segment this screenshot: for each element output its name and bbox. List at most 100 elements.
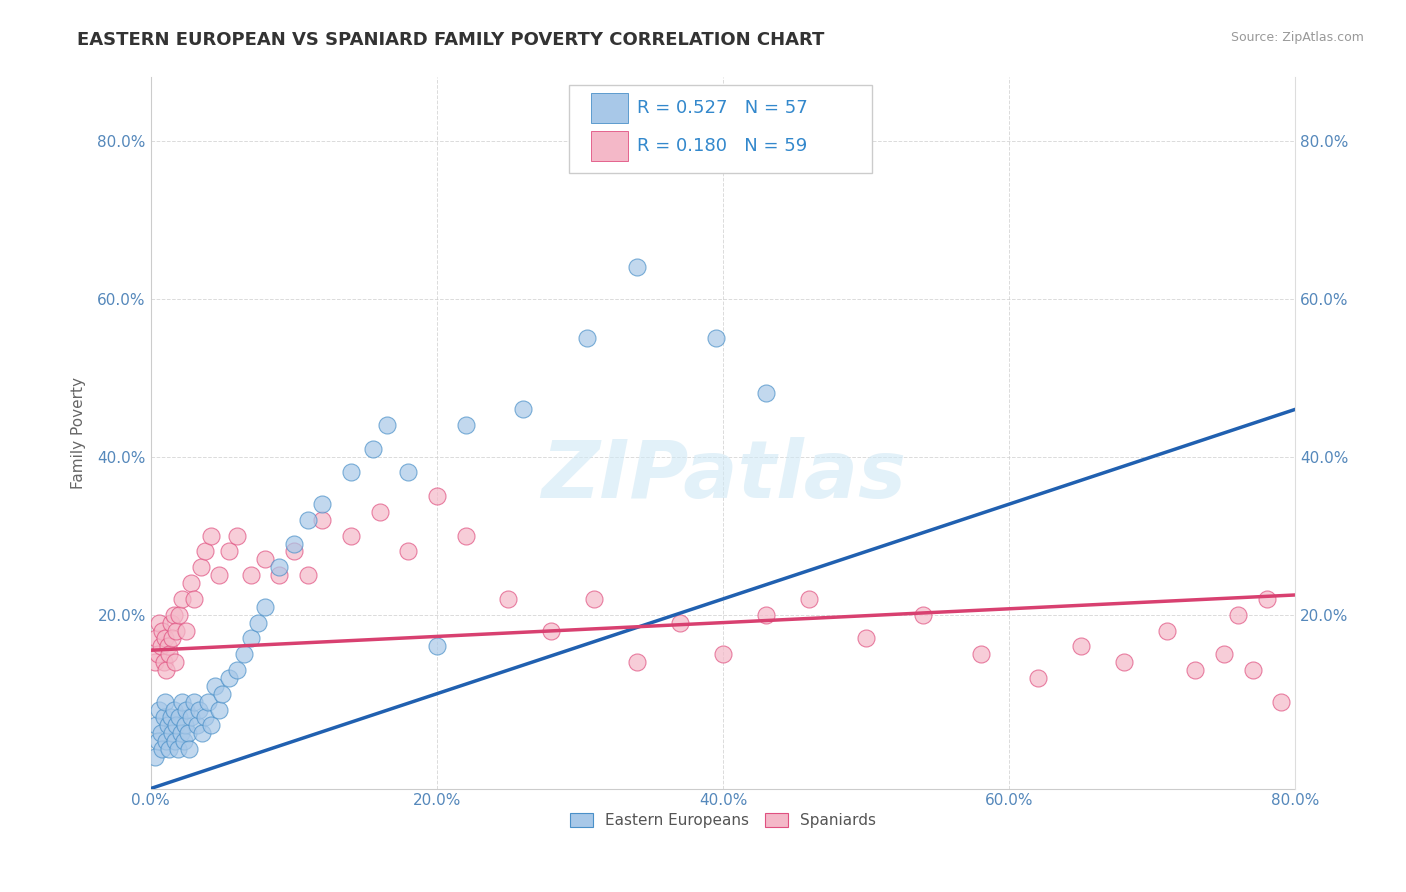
Point [174, 718, 197, 732]
FancyBboxPatch shape [592, 131, 628, 161]
Point [797, 591, 820, 606]
Point [626, 655, 648, 669]
Point [200, 718, 222, 732]
Point [969, 647, 991, 661]
Point [188, 702, 211, 716]
Point [152, 710, 174, 724]
Point [254, 599, 277, 614]
Point [166, 624, 188, 638]
Point [711, 647, 734, 661]
Point [169, 607, 191, 622]
Point [155, 663, 177, 677]
Y-axis label: Family Poverty: Family Poverty [72, 377, 86, 489]
Point [426, 489, 449, 503]
Point [145, 632, 167, 646]
Point [186, 718, 208, 732]
Point [269, 560, 291, 574]
Point [297, 513, 319, 527]
Point [150, 742, 173, 756]
Point [576, 331, 599, 345]
Point [254, 552, 277, 566]
Text: ZIPatlas: ZIPatlas [540, 437, 905, 515]
Point [197, 695, 219, 709]
Point [454, 529, 477, 543]
Point [180, 710, 202, 724]
Point [426, 640, 449, 654]
Point [194, 544, 217, 558]
Point [143, 655, 166, 669]
Point [283, 536, 305, 550]
Point [375, 418, 398, 433]
Point [755, 386, 778, 401]
Point [283, 544, 305, 558]
Point [160, 632, 183, 646]
Point [269, 568, 291, 582]
Point [1112, 655, 1135, 669]
Point [172, 695, 194, 709]
Point [1270, 695, 1292, 709]
Point [340, 466, 363, 480]
Point [150, 624, 173, 638]
Point [163, 655, 186, 669]
Point [163, 734, 186, 748]
Point [218, 544, 240, 558]
FancyBboxPatch shape [568, 85, 872, 173]
Point [162, 702, 184, 716]
Point [208, 568, 231, 582]
Point [340, 529, 363, 543]
Point [755, 607, 778, 622]
Point [200, 529, 222, 543]
Point [232, 647, 254, 661]
Point [1227, 607, 1250, 622]
Point [204, 679, 226, 693]
Point [149, 726, 172, 740]
Point [454, 418, 477, 433]
Point [146, 734, 169, 748]
Point [194, 710, 217, 724]
Point [191, 726, 214, 740]
Point [157, 742, 180, 756]
Point [148, 615, 170, 630]
Point [704, 331, 727, 345]
Point [311, 497, 333, 511]
Point [498, 591, 520, 606]
Point [183, 591, 205, 606]
Point [669, 615, 692, 630]
Point [583, 591, 606, 606]
Text: Source: ZipAtlas.com: Source: ZipAtlas.com [1230, 31, 1364, 45]
Point [239, 632, 262, 646]
Point [1070, 640, 1092, 654]
Point [1212, 647, 1234, 661]
Point [361, 442, 384, 456]
Point [208, 702, 231, 716]
Point [176, 624, 198, 638]
Point [912, 607, 935, 622]
Point [159, 615, 181, 630]
Point [157, 647, 180, 661]
Point [153, 632, 176, 646]
Point [156, 640, 179, 654]
Point [176, 702, 198, 716]
Point [368, 505, 391, 519]
Text: EASTERN EUROPEAN VS SPANIARD FAMILY POVERTY CORRELATION CHART: EASTERN EUROPEAN VS SPANIARD FAMILY POVE… [77, 31, 825, 49]
Point [225, 529, 247, 543]
Point [145, 718, 167, 732]
Point [512, 402, 534, 417]
Point [153, 695, 176, 709]
Point [169, 710, 191, 724]
Point [396, 544, 419, 558]
Point [225, 663, 247, 677]
Text: R = 0.180   N = 59: R = 0.180 N = 59 [637, 136, 807, 154]
Point [211, 687, 233, 701]
Point [152, 655, 174, 669]
Point [297, 568, 319, 582]
Point [166, 718, 188, 732]
Point [155, 734, 177, 748]
Point [162, 607, 184, 622]
Point [1026, 671, 1049, 685]
Point [190, 560, 212, 574]
Point [170, 726, 193, 740]
Point [626, 260, 648, 274]
Point [148, 702, 170, 716]
Point [167, 742, 190, 756]
